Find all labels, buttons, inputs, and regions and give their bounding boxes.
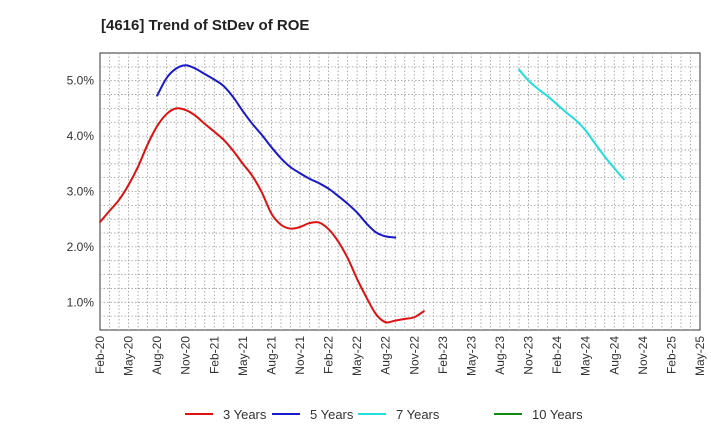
- x-tick-label: Feb-23: [436, 336, 450, 374]
- x-tick-label: Feb-22: [322, 336, 336, 374]
- x-tick-label: May-25: [693, 336, 707, 376]
- series-line-7-years: [518, 68, 625, 181]
- x-tick-label: Feb-20: [93, 336, 107, 374]
- legend-label-5-years: 5 Years: [310, 407, 354, 422]
- x-tick-label: May-23: [464, 336, 478, 376]
- x-tick-label: Aug-20: [150, 336, 164, 375]
- chart-title: [4616] Trend of StDev of ROE: [101, 17, 309, 34]
- series-layer: [99, 64, 625, 324]
- y-tick-label: 2.0%: [67, 240, 95, 254]
- y-tick-label: 4.0%: [67, 129, 95, 143]
- legend-label-7-years: 7 Years: [396, 407, 440, 422]
- grid: [100, 53, 700, 330]
- legend: 3 Years 5 Years 7 Years 10 Years: [185, 407, 583, 422]
- x-axis-ticks: Feb-20 May-20 Aug-20 Nov-20 Feb-21 May-21 Aug-…: [93, 336, 707, 376]
- x-tick-label: Feb-21: [207, 336, 221, 374]
- series-line-3-years: [99, 107, 425, 324]
- x-tick-label: May-20: [122, 336, 136, 376]
- x-tick-label: Nov-20: [179, 336, 193, 375]
- y-tick-label: 1.0%: [67, 295, 95, 309]
- x-tick-label: May-21: [236, 336, 250, 376]
- x-tick-label: Nov-23: [522, 336, 536, 375]
- plot-area: [99, 52, 701, 331]
- series-line-5-years: [156, 64, 397, 239]
- legend-label-10-years: 10 Years: [532, 407, 583, 422]
- y-tick-label: 3.0%: [67, 185, 95, 199]
- y-tick-label: 5.0%: [67, 74, 95, 88]
- x-tick-label: Nov-21: [293, 336, 307, 375]
- x-tick-label: Nov-24: [636, 336, 650, 375]
- x-tick-label: Aug-21: [264, 336, 278, 375]
- x-tick-label: May-22: [350, 336, 364, 376]
- x-tick-label: Feb-25: [664, 336, 678, 374]
- x-tick-label: Feb-24: [550, 336, 564, 374]
- x-tick-label: Aug-24: [607, 336, 621, 375]
- x-tick-label: Aug-23: [493, 336, 507, 375]
- x-tick-label: May-24: [579, 336, 593, 376]
- x-tick-label: Nov-22: [407, 336, 421, 375]
- y-axis-ticks: 1.0% 2.0% 3.0% 4.0% 5.0%: [67, 74, 95, 310]
- x-tick-label: Aug-22: [379, 336, 393, 375]
- legend-label-3-years: 3 Years: [223, 407, 267, 422]
